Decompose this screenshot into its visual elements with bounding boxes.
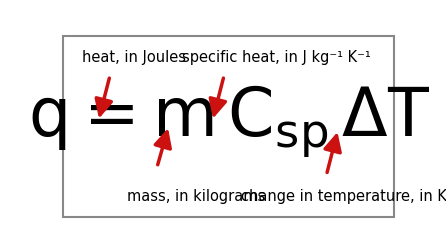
Text: specific heat, in J kg⁻¹ K⁻¹: specific heat, in J kg⁻¹ K⁻¹ [182,50,371,65]
Text: mass, in kilograms: mass, in kilograms [127,189,265,204]
Text: change in temperature, in K: change in temperature, in K [241,189,446,204]
Text: heat, in Joules: heat, in Joules [82,50,186,65]
Text: $\mathrm{q = m\,C_{sp}\,\Delta T}$: $\mathrm{q = m\,C_{sp}\,\Delta T}$ [28,83,429,160]
